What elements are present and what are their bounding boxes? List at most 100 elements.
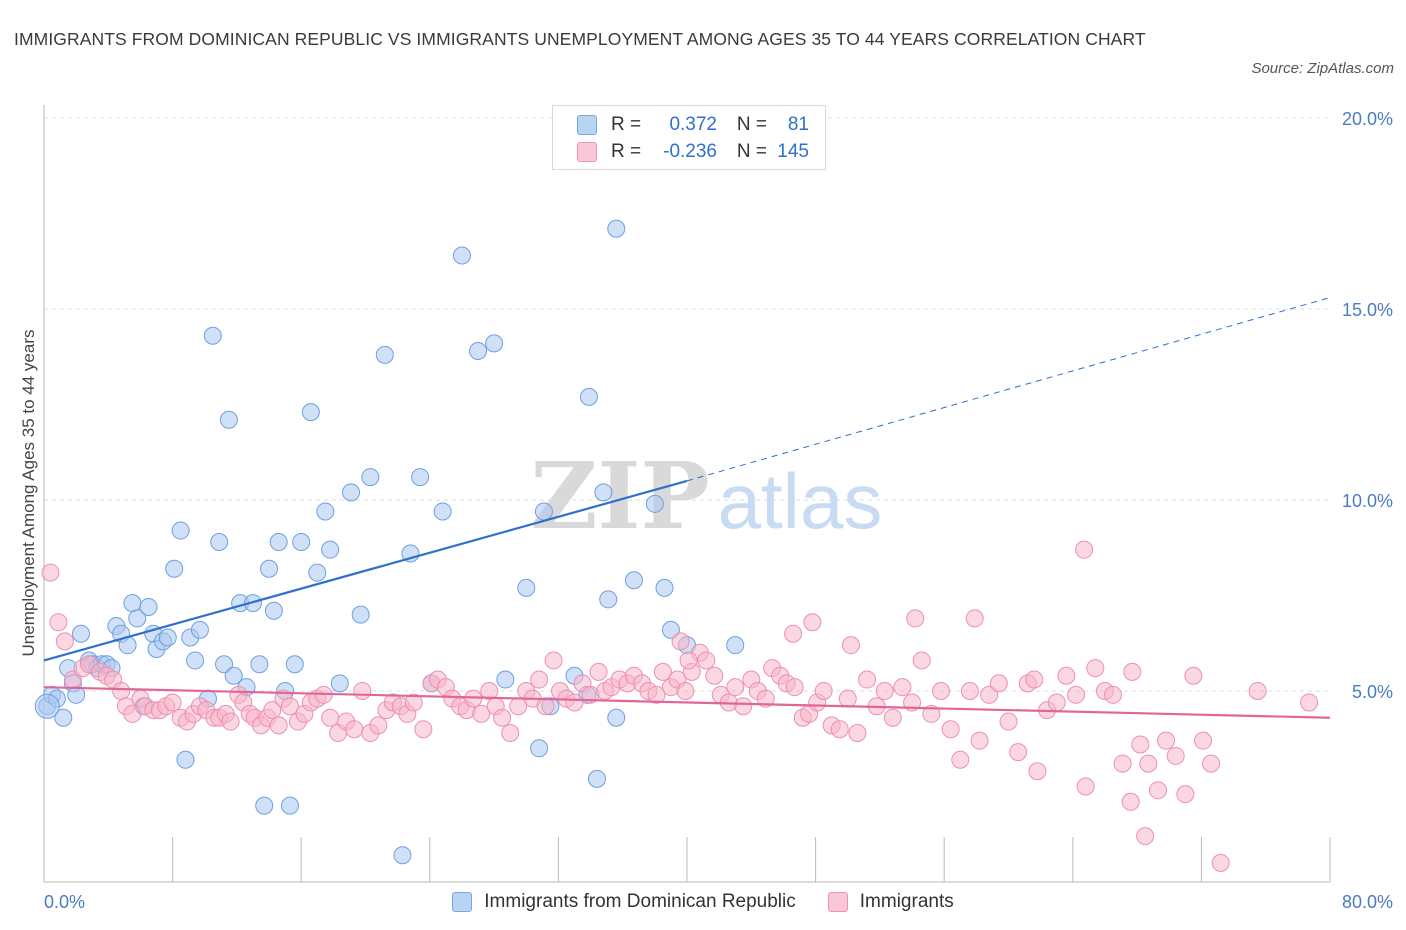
point-immigrants	[906, 609, 925, 628]
point-dominican	[351, 605, 370, 624]
point-dominican	[607, 708, 626, 727]
point-dominican	[190, 620, 209, 639]
point-immigrants	[989, 674, 1008, 693]
point-immigrants	[784, 624, 803, 643]
trend-line-dominican	[43, 479, 688, 662]
point-immigrants	[970, 731, 989, 750]
point-immigrants	[1139, 754, 1158, 773]
legend-r-value: -0.236	[663, 141, 717, 162]
point-dominican	[726, 636, 745, 655]
point-dominican	[534, 502, 553, 521]
point-immigrants	[472, 704, 491, 723]
point-dominican	[34, 693, 60, 719]
point-immigrants	[785, 678, 804, 697]
point-immigrants	[676, 682, 695, 700]
point-immigrants	[1113, 754, 1132, 773]
point-dominican	[171, 521, 190, 540]
point-dominican	[587, 769, 606, 788]
x-tick-label: 80.0%	[1342, 892, 1393, 912]
point-immigrants	[280, 697, 299, 716]
point-dominican	[255, 796, 274, 815]
point-dominican	[269, 533, 288, 552]
point-immigrants	[814, 682, 833, 700]
point-immigrants	[589, 662, 608, 681]
y-tick-label: 15.0%	[1342, 300, 1393, 320]
chart-title: IMMIGRANTS FROM DOMINICAN REPUBLIC VS IM…	[14, 29, 1146, 49]
y-tick-label: 10.0%	[1342, 491, 1393, 511]
point-immigrants	[269, 716, 288, 735]
point-dominican	[285, 655, 304, 674]
point-immigrants	[931, 682, 950, 700]
point-immigrants	[1176, 785, 1195, 804]
point-immigrants	[112, 682, 131, 700]
point-dominican	[308, 563, 327, 582]
point-immigrants	[369, 716, 388, 735]
point-dominican	[123, 594, 142, 613]
point-immigrants	[1028, 762, 1047, 781]
legend-swatch-blue	[577, 115, 597, 135]
point-immigrants	[536, 697, 555, 716]
point-dominican	[645, 494, 664, 513]
point-dominican	[594, 483, 613, 502]
legend-item-immigrants[interactable]: Immigrants	[827, 891, 954, 913]
series-immigrants-points	[41, 540, 1319, 872]
point-immigrants	[941, 720, 960, 739]
point-immigrants	[464, 689, 483, 708]
legend-item-dominican[interactable]: Immigrants from Dominican Republic	[452, 891, 796, 913]
legend-n-label: N =	[736, 114, 767, 135]
correlation-legend: R = 0.372 N = 81 R = -0.236 N = 145	[552, 105, 826, 170]
legend-label: Immigrants	[859, 891, 954, 912]
point-immigrants	[1211, 853, 1230, 872]
point-dominican	[210, 533, 229, 552]
point-immigrants	[999, 712, 1018, 731]
point-dominican	[607, 219, 626, 238]
point-immigrants	[1047, 693, 1066, 712]
point-immigrants	[922, 704, 941, 723]
axes	[43, 105, 1331, 883]
point-immigrants	[838, 689, 857, 708]
point-dominican	[186, 651, 205, 670]
point-immigrants	[726, 678, 745, 697]
point-dominican	[139, 597, 158, 616]
point-immigrants	[353, 682, 372, 700]
legend-n-value: 81	[787, 114, 809, 135]
point-dominican	[342, 483, 361, 502]
legend-row-immigrants: R = -0.236 N = 145	[577, 139, 809, 165]
point-immigrants	[875, 682, 894, 700]
point-dominican	[260, 559, 279, 578]
point-dominican	[624, 571, 643, 590]
point-dominican	[411, 468, 430, 487]
point-immigrants	[965, 609, 984, 628]
point-immigrants	[1131, 735, 1150, 754]
point-immigrants	[830, 720, 849, 739]
point-immigrants	[671, 632, 690, 651]
point-immigrants	[1075, 540, 1094, 559]
point-immigrants	[980, 685, 999, 704]
point-immigrants	[480, 682, 499, 700]
point-immigrants	[1057, 666, 1076, 685]
point-immigrants	[1148, 781, 1167, 800]
point-immigrants	[1194, 731, 1213, 750]
legend-swatch-pink	[577, 142, 597, 162]
point-dominican	[203, 326, 222, 345]
point-immigrants	[1076, 777, 1095, 796]
point-immigrants	[1086, 659, 1105, 678]
point-immigrants	[41, 563, 60, 582]
point-dominican	[321, 540, 340, 559]
point-dominican	[361, 468, 380, 487]
y-axis-label: Unemployment Among Ages 35 to 44 years	[19, 330, 38, 657]
point-immigrants	[912, 651, 931, 670]
point-immigrants	[951, 750, 970, 769]
point-immigrants	[1202, 754, 1221, 773]
point-immigrants	[530, 670, 549, 689]
point-immigrants	[848, 724, 867, 743]
source-label: Source: ZipAtlas.com	[1251, 60, 1394, 77]
trend-line-immigrants	[43, 686, 1331, 719]
point-dominican	[375, 345, 394, 364]
legend-r-value: 0.372	[669, 114, 717, 135]
point-dominican	[165, 559, 184, 578]
point-dominican	[517, 578, 536, 597]
watermark: ZIP atlas	[530, 442, 882, 550]
point-dominican	[176, 750, 195, 769]
